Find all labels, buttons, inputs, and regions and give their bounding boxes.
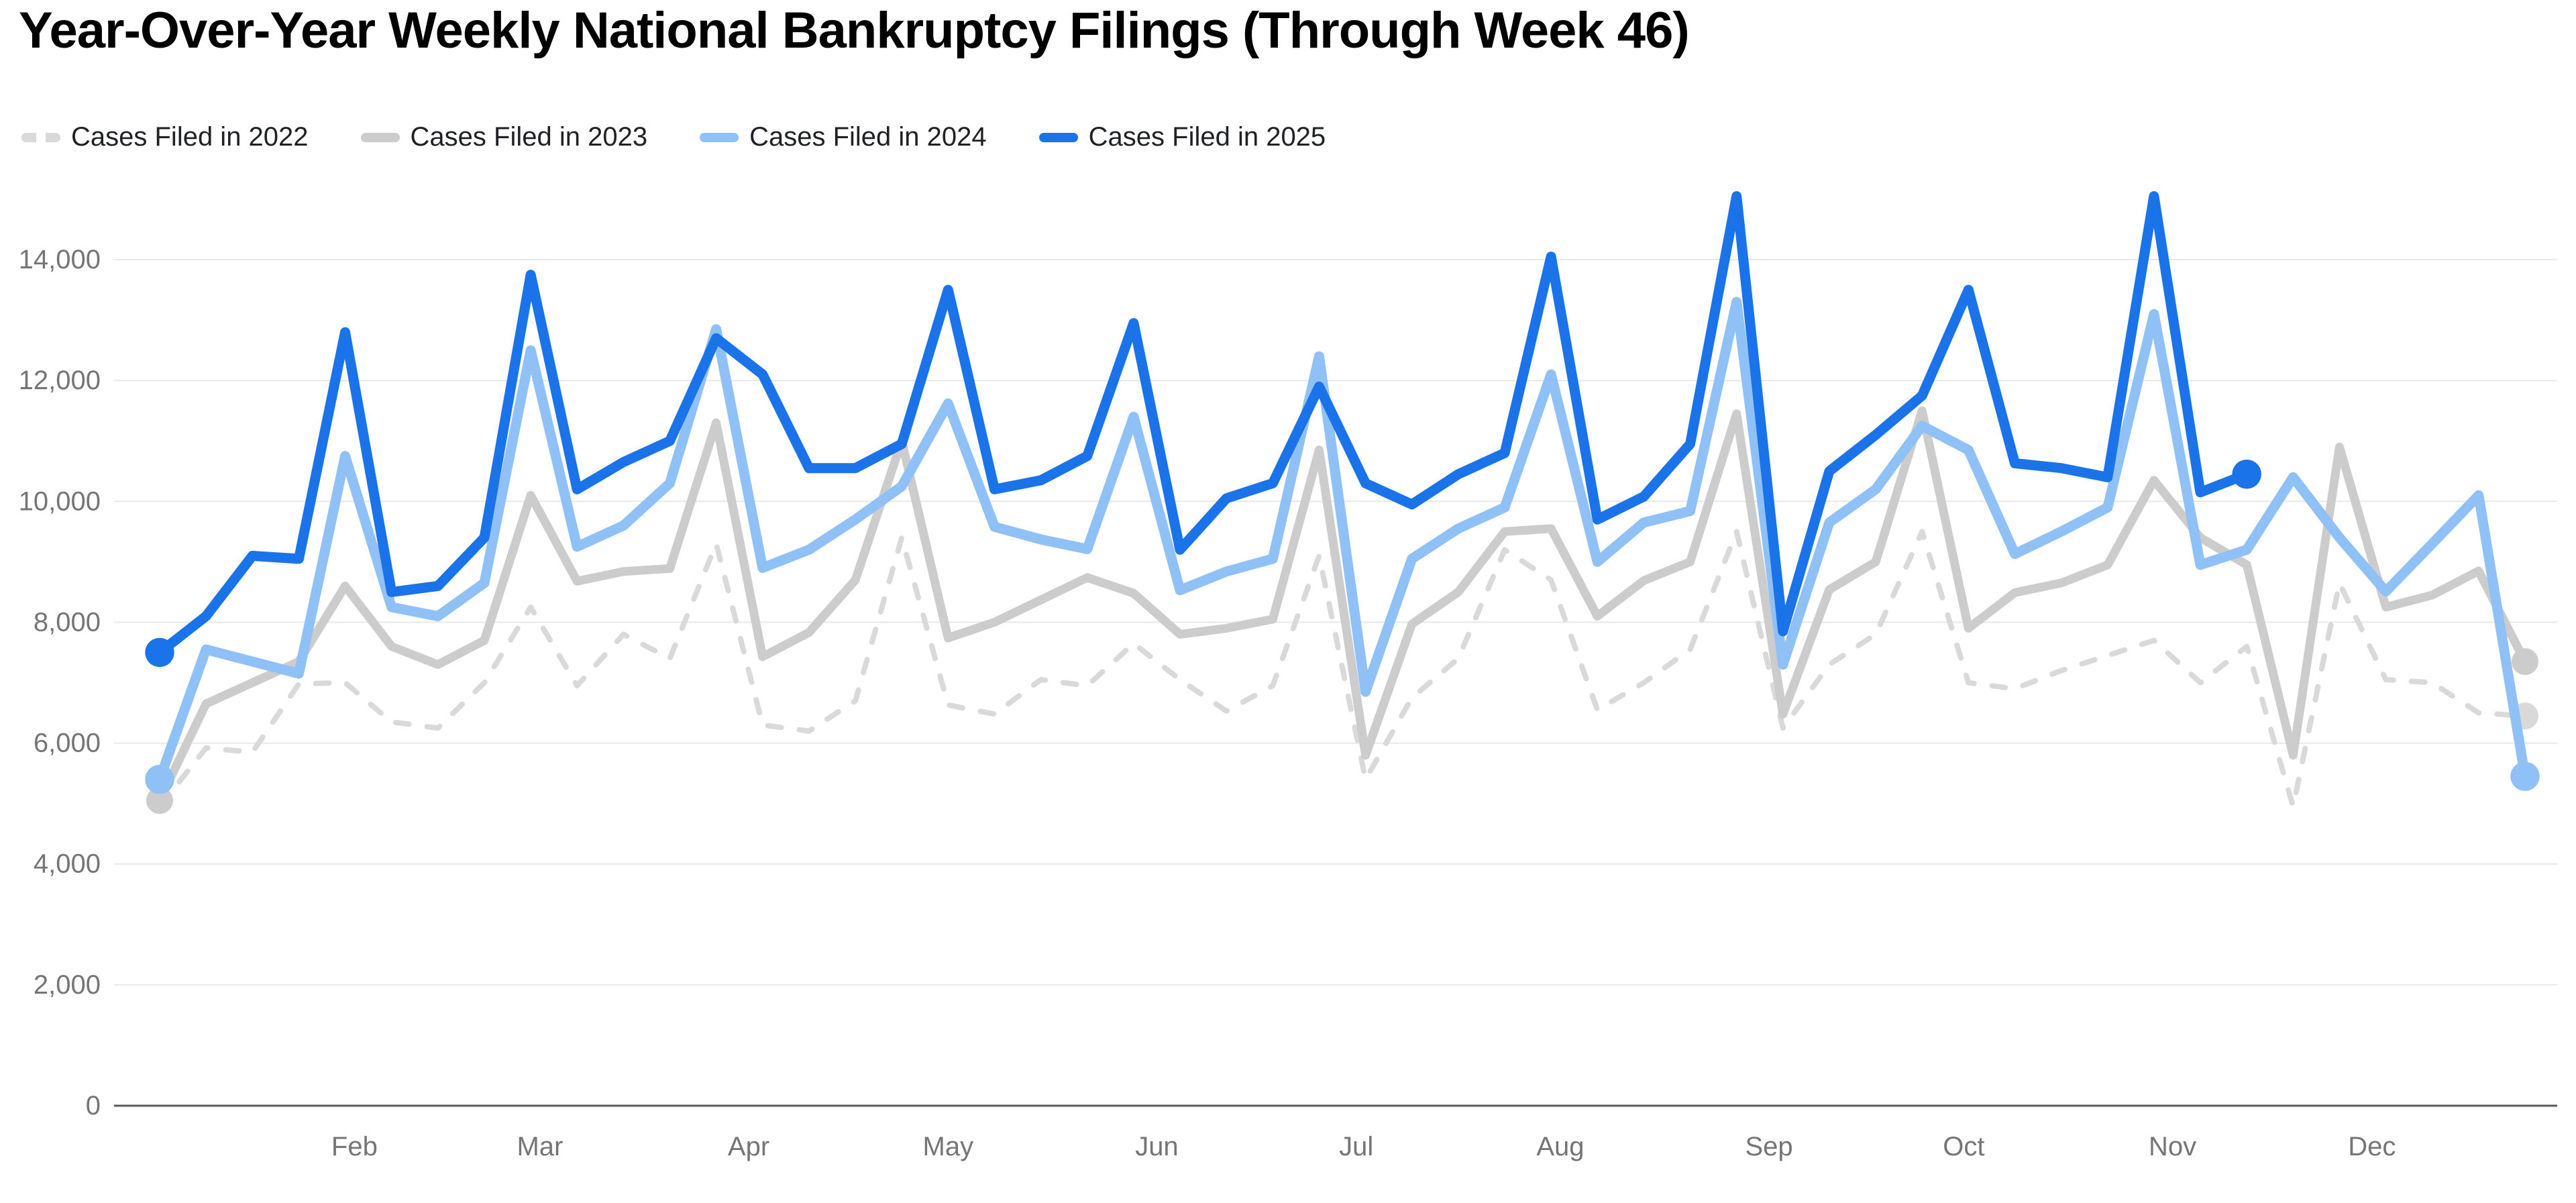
y-tick-label: 10,000 [19, 486, 101, 516]
x-axis-month-labels: Feb Mar Apr May Jun Jul Aug Sep Oct Nov Dec [331, 1132, 2396, 1161]
series-end-dot-2023[interactable] [2511, 647, 2538, 675]
x-tick-label-nov: Nov [2149, 1132, 2196, 1161]
x-tick-label-dec: Dec [2348, 1132, 2396, 1161]
x-tick-label-oct: Oct [1943, 1132, 1984, 1161]
series-line-2025[interactable] [154, 191, 2252, 658]
series-start-dot-2024[interactable] [145, 764, 174, 794]
legend-item-2023[interactable]: Cases Filed in 2023 [360, 122, 648, 152]
series-start-dot-2025[interactable] [145, 637, 174, 668]
x-tick-label-sep: Sep [1745, 1132, 1792, 1161]
y-tick-label: 8,000 [34, 607, 101, 637]
y-tick-label: 6,000 [34, 729, 101, 758]
x-tick-label-feb: Feb [331, 1132, 378, 1161]
series-line-2022[interactable] [157, 529, 2528, 810]
legend-item-2025[interactable]: Cases Filed in 2025 [1038, 122, 1326, 152]
legend-label-2024: Cases Filed in 2024 [749, 122, 987, 152]
x-tick-label-jun: Jun [1135, 1132, 1179, 1161]
series-start-dot-2023[interactable] [146, 787, 173, 815]
legend-item-2022[interactable]: Cases Filed in 2022 [21, 122, 309, 152]
legend: Cases Filed in 2022 Cases Filed in 2023 … [21, 122, 1326, 152]
legend-item-2024[interactable]: Cases Filed in 2024 [700, 122, 987, 152]
x-tick-label-apr: Apr [728, 1132, 769, 1161]
y-axis-tick-labels: 0 2,000 4,000 6,000 8,000 10,000 12,000 14,000 [19, 245, 101, 1120]
series-line-2024[interactable] [154, 297, 2530, 785]
series-end-dot-2025[interactable] [2232, 460, 2261, 489]
y-tick-label: 14,000 [19, 245, 101, 274]
x-tick-label-jul: Jul [1339, 1132, 1373, 1161]
series-end-dot-2024[interactable] [2510, 762, 2540, 791]
gridlines [114, 259, 2557, 1107]
legend-label-2022: Cases Filed in 2022 [71, 122, 309, 152]
y-tick-label: 2,000 [34, 970, 101, 1000]
legend-label-2023: Cases Filed in 2023 [410, 122, 648, 152]
chart-title: Year-Over-Year Weekly National Bankruptc… [19, 2, 1690, 59]
legend-swatch-2025-icon [1038, 132, 1078, 142]
x-tick-label-may: May [923, 1132, 974, 1161]
legend-label-2025: Cases Filed in 2025 [1088, 122, 1326, 152]
legend-swatch-2024-icon [700, 132, 739, 142]
y-tick-label: 0 [86, 1091, 101, 1120]
legend-swatch-2023-icon [360, 132, 400, 142]
series-line-2023[interactable] [155, 406, 2530, 805]
legend-swatch-2022-icon [21, 132, 60, 142]
y-tick-label: 12,000 [19, 366, 101, 395]
y-tick-label: 4,000 [34, 849, 101, 879]
x-tick-label-mar: Mar [517, 1132, 563, 1161]
x-tick-label-aug: Aug [1536, 1132, 1584, 1161]
